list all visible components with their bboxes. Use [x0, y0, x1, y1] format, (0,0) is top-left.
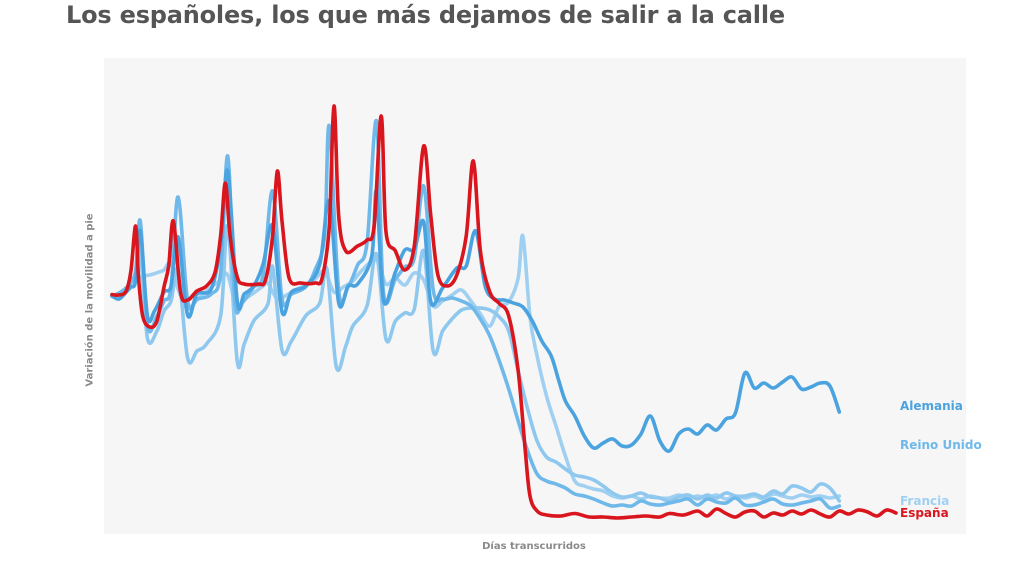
series-line-espana — [110, 104, 898, 520]
chart-title: Los españoles, los que más dejamos de sa… — [66, 1, 785, 29]
x-axis-label: Días transcurridos — [482, 541, 586, 552]
series-line-francia — [110, 233, 842, 501]
series-line-reino-unido — [110, 119, 842, 511]
series-line-alemania — [110, 168, 842, 453]
series-line-francia — [110, 224, 842, 503]
series-end-label-alemania: Alemania — [900, 399, 963, 413]
series-end-label-reino-unido: Reino Unido — [900, 438, 982, 452]
series-layer — [110, 104, 898, 520]
series-end-label-francia: Francia — [900, 494, 949, 508]
series-end-label-espana: España — [900, 506, 949, 520]
